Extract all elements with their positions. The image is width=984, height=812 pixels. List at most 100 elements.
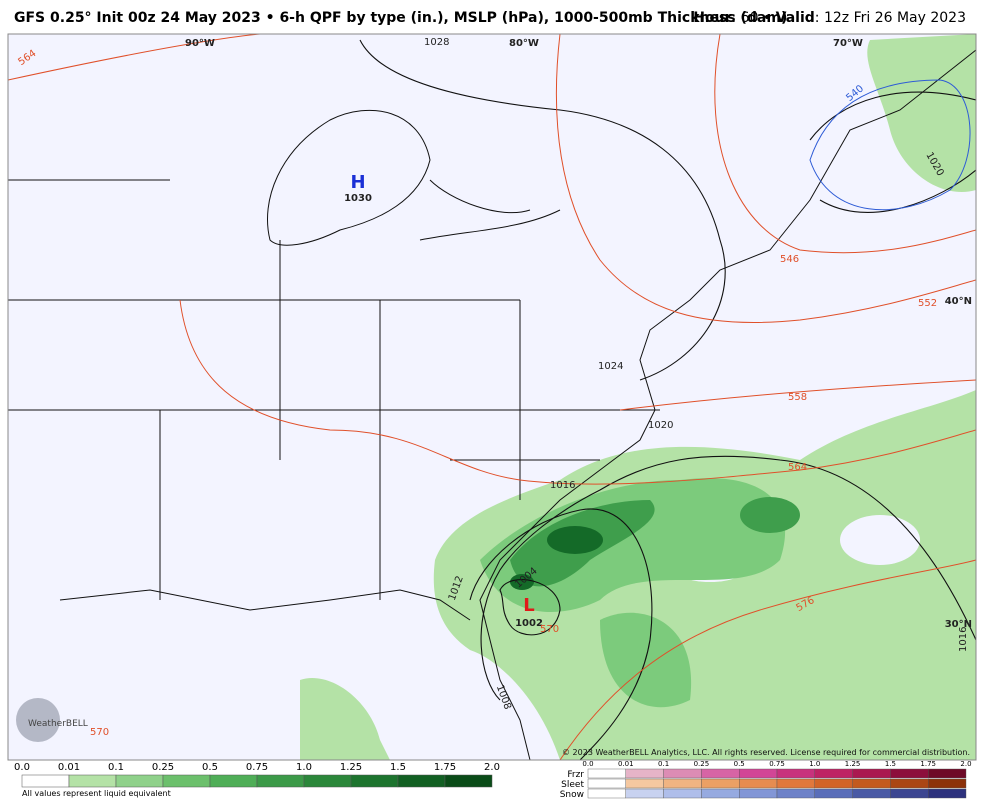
- qpf-level: 0.75: [246, 762, 268, 773]
- high-pressure: 1030: [344, 193, 372, 204]
- qpf-level: 1.25: [340, 762, 362, 773]
- ptype-swatch: [587, 788, 626, 799]
- ptype-level: 1.0: [809, 760, 820, 768]
- ptype-swatch: [625, 778, 664, 789]
- ptype-swatch: [701, 788, 740, 799]
- thickness-label: 564: [788, 462, 807, 473]
- qpf-level: 2.0: [484, 762, 500, 773]
- qpf-swatch: [444, 774, 493, 788]
- isobar-label: 1020: [648, 420, 673, 431]
- ptype-swatch: [890, 778, 929, 789]
- thickness-label: 546: [780, 254, 799, 265]
- ptype-name: Frzr: [567, 770, 584, 780]
- qpf-swatch: [397, 774, 446, 788]
- ptype-swatch: [928, 778, 967, 789]
- isobar-label: 1024: [598, 361, 623, 372]
- lon-label: 90°W: [185, 38, 215, 49]
- qpf-swatch: [162, 774, 211, 788]
- ptype-name: Sleet: [561, 780, 584, 790]
- ptype-level: 1.5: [885, 760, 896, 768]
- qpf-swatch: [21, 774, 70, 788]
- ptype-level: 0.1: [658, 760, 669, 768]
- ptype-swatch: [663, 768, 702, 779]
- isobars: [359, 39, 976, 760]
- lat-label: 40°N: [945, 296, 972, 307]
- isobar-label: 1016: [550, 480, 575, 491]
- ptype-swatch: [625, 788, 664, 799]
- logo: WeatherBELL: [28, 719, 88, 729]
- ptype-swatch: [701, 768, 740, 779]
- ptype-name: Snow: [560, 790, 584, 800]
- ptype-swatch: [776, 788, 815, 799]
- qpf-swatch: [209, 774, 258, 788]
- qpf-level: 0.0: [14, 762, 30, 773]
- low-symbol: L: [523, 595, 534, 616]
- ptype-level: 1.25: [845, 760, 861, 768]
- ptype-level: 0.75: [769, 760, 785, 768]
- high-symbol: H: [350, 172, 365, 193]
- qpf-swatch: [256, 774, 305, 788]
- ptype-swatch: [663, 778, 702, 789]
- ptype-swatch: [739, 778, 778, 789]
- isobar-label: 1028: [424, 37, 449, 48]
- low-pressure: 1002: [515, 618, 543, 629]
- ptype-swatch: [928, 768, 967, 779]
- valid-label: Valid: [776, 10, 815, 26]
- ptype-swatch: [663, 788, 702, 799]
- freezing-line: [809, 79, 971, 211]
- title-text: GFS 0.25° Init 00z 24 May 2023 • 6-h QPF…: [14, 10, 787, 26]
- copyright: © 2023 WeatherBELL Analytics, LLC. All r…: [562, 748, 970, 757]
- ptype-swatch: [587, 768, 626, 779]
- valid: 12z Fri 26 May 2023: [824, 10, 966, 26]
- ptype-level: 1.75: [920, 760, 936, 768]
- hour: 60: [741, 10, 759, 26]
- qpf-swatch: [68, 774, 117, 788]
- qpf-level: 1.5: [390, 762, 406, 773]
- qpf-swatch: [350, 774, 399, 788]
- ptype-swatch: [928, 788, 967, 799]
- ptype-swatch: [852, 778, 891, 789]
- lon-label: 70°W: [833, 38, 863, 49]
- ptype-level: 0.5: [734, 760, 745, 768]
- ptype-swatch: [852, 788, 891, 799]
- ptype-swatch: [776, 768, 815, 779]
- qpf-level: 0.01: [58, 762, 80, 773]
- ptype-swatch: [739, 788, 778, 799]
- thickness-label: 558: [788, 392, 807, 403]
- qpf-level: 0.5: [202, 762, 218, 773]
- title: GFS 0.25° Init 00z 24 May 2023 • 6-h QPF…: [14, 10, 787, 26]
- legend-note: All values represent liquid equivalent: [22, 789, 171, 798]
- ptype-swatch: [776, 778, 815, 789]
- qpf-level: 1.75: [434, 762, 456, 773]
- coastlines: [8, 49, 976, 760]
- map: [8, 34, 976, 760]
- qpf-swatch: [115, 774, 164, 788]
- ptype-level: 0.25: [694, 760, 710, 768]
- ptype-swatch: [890, 768, 929, 779]
- qpf-level: 0.1: [108, 762, 124, 773]
- valid-time: Hour: 60 • Valid: 12z Fri 26 May 2023: [693, 10, 966, 26]
- ptype-swatch: [814, 778, 853, 789]
- thickness-label: 570: [90, 727, 109, 738]
- qpf-level: 0.25: [152, 762, 174, 773]
- thickness-label: 552: [918, 298, 937, 309]
- qpf-swatch: [303, 774, 352, 788]
- qpf-level: 1.0: [296, 762, 312, 773]
- lat-label: 30°N: [945, 619, 972, 630]
- thickness-label: 570: [540, 624, 559, 635]
- hour-label: Hour: [693, 10, 731, 26]
- ptype-swatch: [739, 768, 778, 779]
- isobar-label: 1016: [958, 627, 969, 652]
- ptype-swatch: [587, 778, 626, 789]
- ptype-swatch: [625, 768, 664, 779]
- ptype-swatch: [852, 768, 891, 779]
- thickness-lines: [8, 34, 976, 760]
- ptype-level: 2.0: [960, 760, 971, 768]
- lon-label: 80°W: [509, 38, 539, 49]
- ptype-level: 0.0: [582, 760, 593, 768]
- ptype-level: 0.01: [618, 760, 634, 768]
- ptype-swatch: [890, 788, 929, 799]
- ptype-swatch: [814, 768, 853, 779]
- ptype-swatch: [701, 778, 740, 789]
